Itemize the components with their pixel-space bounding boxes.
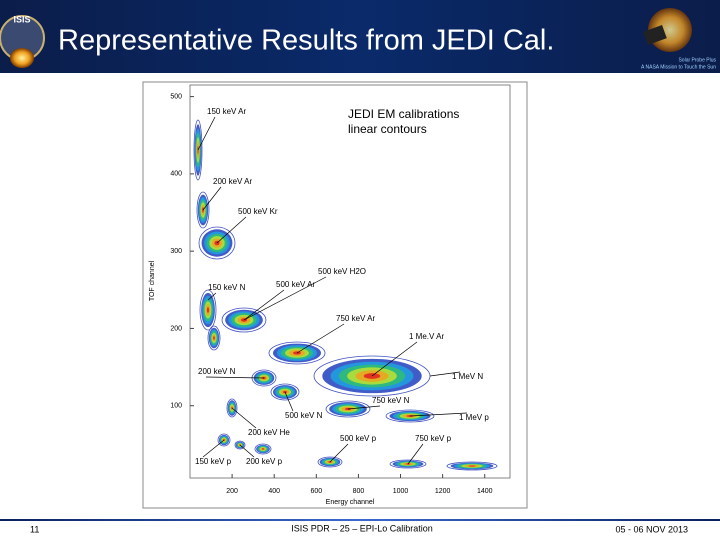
annotation-arrow <box>429 371 461 377</box>
logo-caption: Solar Probe Plus <box>678 57 716 63</box>
x-tick-label: 800 <box>353 488 365 495</box>
contour-outline <box>268 341 326 365</box>
contour-outline <box>385 409 435 423</box>
contour-outline <box>325 400 371 418</box>
contour-outline <box>207 325 221 351</box>
x-tick-label: 1000 <box>393 488 409 495</box>
contour-outline <box>193 119 203 181</box>
x-tick-label: 1400 <box>477 488 493 495</box>
annotation: 200 keV Ar <box>213 177 252 186</box>
annotation: 750 keV p <box>415 434 452 443</box>
annotation: 200 keV p <box>246 457 283 466</box>
annotation-arrow <box>329 443 349 463</box>
contour-outline <box>196 191 210 229</box>
annotation: 750 keV N <box>372 396 410 405</box>
x-tick-label: 400 <box>268 488 280 495</box>
isis-logo: ISIS <box>0 14 45 68</box>
svg-text:ISIS: ISIS <box>13 14 30 24</box>
annotation-arrow <box>239 444 255 458</box>
contour-level <box>261 448 265 450</box>
annotation-arrow <box>205 376 265 379</box>
plot: 200 400 600 800 1000 1200 1400 100 200 300 400 500 1… <box>170 93 498 495</box>
y-tick-label: 300 <box>170 248 182 255</box>
annotation-arrow <box>243 276 327 321</box>
contour-level <box>213 336 215 340</box>
annotation: 1 MeV p <box>459 413 489 422</box>
y-axis-label: TOF channel <box>149 260 156 301</box>
annotation-arrow <box>371 341 418 377</box>
x-tick-label: 600 <box>310 488 322 495</box>
contour-outline <box>389 459 427 469</box>
plot-frame <box>189 84 511 479</box>
annotation: 150 keV Ar <box>207 107 246 116</box>
y-tick-label: 500 <box>170 93 182 100</box>
annotation: 200 keV N <box>198 367 236 376</box>
contour-outline <box>226 398 238 418</box>
annotation-arrow <box>296 323 345 354</box>
figure-title: JEDI EM calibrations <box>348 107 459 121</box>
footer-center: ISIS PDR – 25 – EPI-Lo Calibration <box>291 523 433 533</box>
contour-outline <box>199 289 217 331</box>
annotation: 200 keV He <box>248 428 290 437</box>
annotation-arrow <box>347 405 381 410</box>
contour-outline <box>198 226 236 260</box>
annotation: 500 keV Kr <box>238 207 278 216</box>
footer-date: 05 - 06 NOV 2013 <box>615 524 688 534</box>
logo-caption: A NASA Mission to Touch the Sun <box>641 64 716 70</box>
contour-outline <box>254 443 272 455</box>
annotation-arrow <box>284 391 294 412</box>
footer-rule <box>0 519 720 521</box>
annotation: 500 keV H2O <box>318 267 366 276</box>
annotation-arrow <box>216 216 247 244</box>
annotation-arrow <box>231 407 257 429</box>
contour-level <box>468 465 476 467</box>
contour-outline <box>446 461 498 471</box>
page-number: 11 <box>30 524 39 534</box>
annotation: 1 Me.V Ar <box>409 332 444 341</box>
annotation-arrow <box>409 412 468 417</box>
y-tick-label: 100 <box>170 403 182 410</box>
annotation-arrow <box>197 116 216 151</box>
annotation: 150 keV N <box>208 283 246 292</box>
contour-outline <box>221 307 267 333</box>
annotation-arrow <box>207 292 217 301</box>
annotation-arrow <box>407 443 424 465</box>
annotation: 500 keV Ar <box>276 280 315 289</box>
contour-outline <box>217 433 231 447</box>
annotation-arrow <box>243 289 285 321</box>
annotation-arrow <box>202 186 222 211</box>
annotation-arrow <box>202 439 225 458</box>
annotation: 750 keV Ar <box>336 314 375 323</box>
slide-title: Representative Results from JEDI Cal. <box>58 25 554 57</box>
figure-subtitle: linear contours <box>348 122 427 136</box>
annotation: 500 keV p <box>340 434 377 443</box>
contour-outline <box>234 440 246 450</box>
contour-outline <box>317 456 343 468</box>
contour-level <box>206 307 210 313</box>
x-tick-label: 1200 <box>435 488 451 495</box>
x-axis-label: Energy channel <box>326 499 375 506</box>
annotation: 500 keV N <box>285 411 323 420</box>
contour-outline <box>270 383 300 401</box>
x-tick-label: 200 <box>226 488 238 495</box>
y-tick-label: 200 <box>170 325 182 332</box>
header-band <box>0 0 720 73</box>
annotation: 150 keV p <box>195 457 232 466</box>
annotation: 1 MeV N <box>452 372 483 381</box>
spp-logo <box>643 8 692 52</box>
y-tick-label: 400 <box>170 171 182 178</box>
